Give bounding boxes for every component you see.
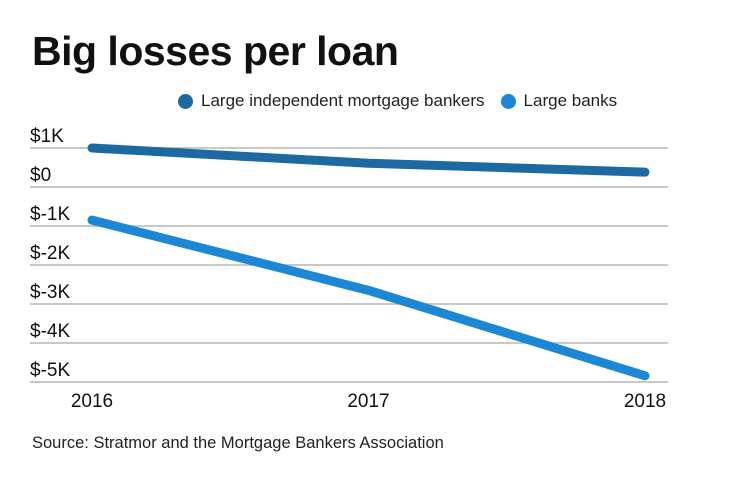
y-tick-label: $-5K — [30, 360, 70, 381]
legend-label-0: Large independent mortgage bankers — [201, 91, 485, 110]
legend-label-1: Large banks — [523, 91, 618, 110]
x-tick-label: 2018 — [624, 391, 666, 412]
y-tick-label: $-2K — [30, 243, 70, 264]
x-tick-label: 2016 — [71, 391, 113, 412]
series-line-0 — [87, 143, 650, 177]
y-tick-label: $-3K — [30, 282, 70, 303]
legend-marker-0 — [178, 93, 193, 109]
y-tick-label: $0 — [30, 165, 51, 186]
legend: Large independent mortgage bankers Large… — [178, 91, 617, 111]
y-tick-label: $-4K — [30, 321, 70, 342]
source-note: Source: Stratmor and the Mortgage Banker… — [32, 434, 444, 452]
chart-title: Big losses per loan — [32, 28, 399, 74]
legend-marker-1 — [500, 93, 516, 109]
y-tick-label: $1K — [30, 126, 64, 147]
y-tick-label: $-1K — [30, 204, 70, 225]
series-line-1 — [87, 215, 650, 381]
x-tick-label: 2017 — [347, 391, 389, 412]
